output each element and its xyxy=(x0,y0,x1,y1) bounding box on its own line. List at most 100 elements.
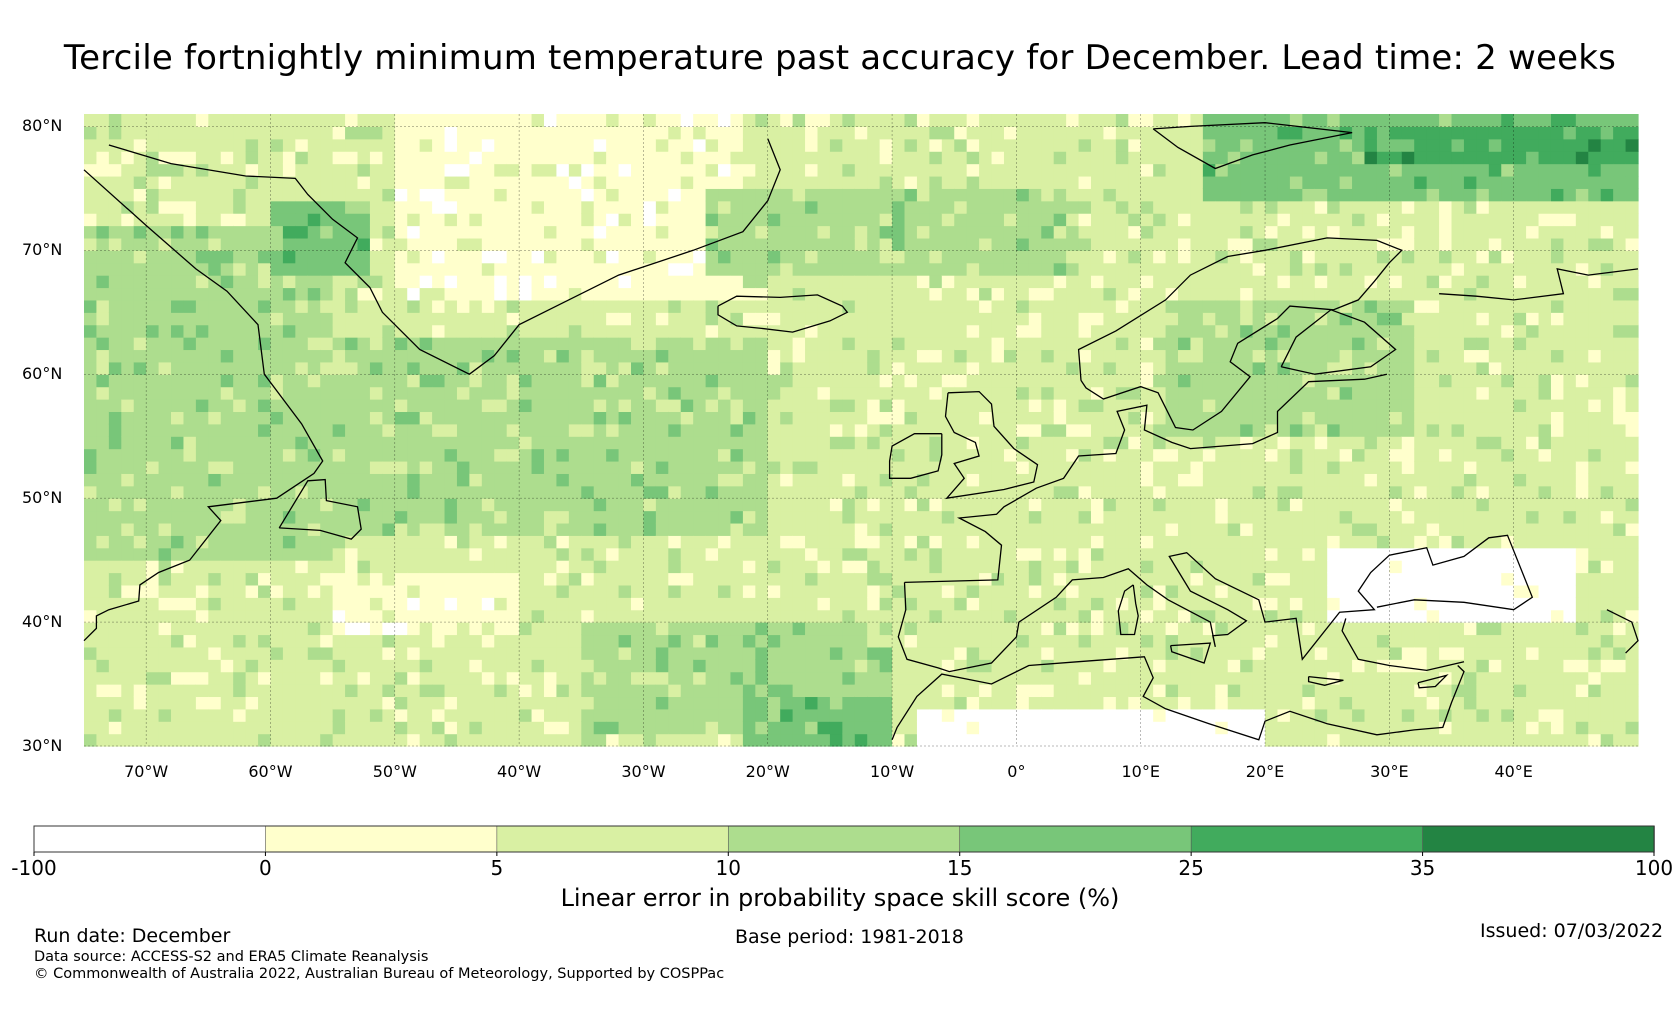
skill-cell xyxy=(432,485,446,499)
skill-cell xyxy=(916,213,930,227)
skill-cell xyxy=(1240,684,1254,698)
skill-cell xyxy=(494,324,508,338)
skill-cell xyxy=(1041,423,1055,437)
skill-cell xyxy=(456,114,470,127)
skill-cell xyxy=(158,175,172,189)
skill-cell xyxy=(233,634,247,648)
skill-cell xyxy=(208,374,222,388)
skill-cell xyxy=(1252,200,1266,214)
skill-cell xyxy=(668,200,682,214)
skill-cell xyxy=(121,275,135,289)
skill-cell xyxy=(469,609,483,623)
skill-cell xyxy=(195,423,209,437)
skill-cell xyxy=(606,299,620,313)
skill-cell xyxy=(941,696,955,710)
skill-cell xyxy=(432,436,446,450)
skill-cell xyxy=(220,312,234,326)
skill-cell xyxy=(1240,498,1254,512)
skill-cell xyxy=(108,733,122,747)
skill-cell xyxy=(631,151,645,165)
skill-cell xyxy=(456,299,470,313)
skill-cell xyxy=(705,460,719,474)
skill-cell xyxy=(730,535,744,549)
skill-cell xyxy=(1041,126,1055,140)
skill-cell xyxy=(1003,175,1017,189)
skill-cell xyxy=(195,671,209,685)
skill-cell xyxy=(1128,114,1142,127)
skill-cell xyxy=(1140,287,1154,301)
skill-cell xyxy=(233,138,247,152)
skill-cell xyxy=(332,547,346,561)
skill-cell xyxy=(258,114,272,127)
skill-cell xyxy=(444,312,458,326)
skill-cell xyxy=(842,522,856,536)
skill-cell xyxy=(506,646,520,660)
skill-cell xyxy=(991,213,1005,227)
skill-cell xyxy=(1265,287,1279,301)
skill-cell xyxy=(1078,436,1092,450)
skill-cell xyxy=(1140,535,1154,549)
skill-cell xyxy=(494,572,508,586)
skill-cell xyxy=(1190,386,1204,400)
skill-cell xyxy=(158,609,172,623)
skill-cell xyxy=(929,337,943,351)
skill-cell xyxy=(108,436,122,450)
skill-cell xyxy=(332,498,346,512)
skill-cell xyxy=(979,275,993,289)
skill-cell xyxy=(668,337,682,351)
skill-cell xyxy=(506,671,520,685)
skill-cell xyxy=(183,287,197,301)
skill-cell xyxy=(966,163,980,177)
skill-cell xyxy=(581,547,595,561)
skill-cell xyxy=(1215,473,1229,487)
skill-cell xyxy=(506,733,520,747)
skill-cell xyxy=(108,609,122,623)
skill-cell xyxy=(817,473,831,487)
skill-cell xyxy=(195,733,209,747)
skill-cell xyxy=(1053,622,1067,636)
skill-cell xyxy=(705,733,719,747)
skill-cell xyxy=(1215,312,1229,326)
skill-cell xyxy=(854,275,868,289)
skill-cell xyxy=(1202,237,1216,251)
skill-cell xyxy=(693,473,707,487)
skill-cell xyxy=(668,560,682,574)
skill-cell xyxy=(780,708,794,722)
skill-cell xyxy=(1202,213,1216,227)
skill-cell xyxy=(1252,349,1266,363)
skill-cell xyxy=(966,560,980,574)
skill-cell xyxy=(854,213,868,227)
skill-cell xyxy=(332,473,346,487)
skill-cell xyxy=(444,262,458,276)
skill-cell xyxy=(742,374,756,388)
skill-cell xyxy=(1165,312,1179,326)
skill-cell xyxy=(1202,250,1216,264)
skill-cell xyxy=(320,250,334,264)
skill-cell xyxy=(245,386,259,400)
skill-cell xyxy=(805,151,819,165)
skill-cell xyxy=(494,114,508,127)
skill-cell xyxy=(519,175,533,189)
skill-cell xyxy=(382,721,396,735)
skill-cell xyxy=(655,324,669,338)
skill-cell xyxy=(270,510,284,524)
skill-cell xyxy=(1165,485,1179,499)
skill-cell xyxy=(307,324,321,338)
skill-cell xyxy=(282,386,296,400)
skill-cell xyxy=(1190,275,1204,289)
skill-cell xyxy=(531,337,545,351)
skill-cell xyxy=(606,498,620,512)
skill-cell xyxy=(817,498,831,512)
skill-cell xyxy=(96,522,110,536)
skill-cell xyxy=(767,287,781,301)
skill-cell xyxy=(245,560,259,574)
skill-cell xyxy=(1103,485,1117,499)
skill-cell xyxy=(817,225,831,239)
skill-cell xyxy=(867,659,881,673)
skill-cell xyxy=(1066,399,1080,413)
skill-cell xyxy=(1215,609,1229,623)
skill-cell xyxy=(1090,560,1105,574)
skill-cell xyxy=(121,460,135,474)
skill-cell xyxy=(1028,411,1042,425)
skill-cell xyxy=(456,138,470,152)
